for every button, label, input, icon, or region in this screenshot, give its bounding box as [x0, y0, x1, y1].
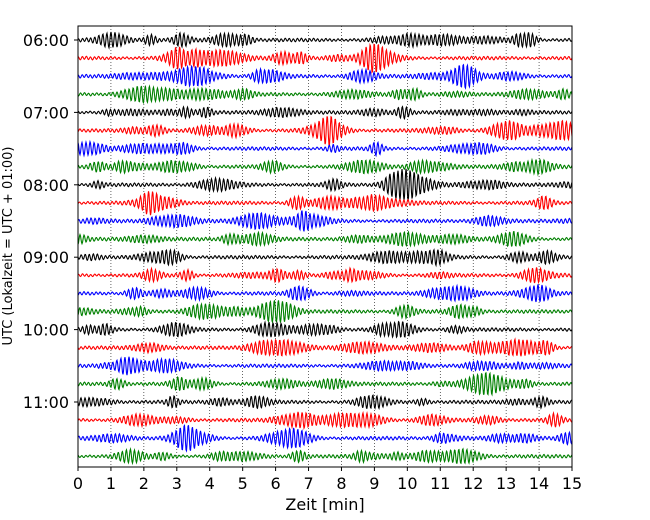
x-tick-label: 4	[205, 474, 215, 493]
trace-line	[77, 320, 573, 339]
trace-line	[77, 157, 573, 177]
trace-line	[77, 84, 573, 105]
y-axis-ticks: 06:00 07:00 08:00 09:00 10:00 11:00	[23, 31, 78, 412]
x-tick-label: 11	[430, 474, 450, 493]
trace-line	[77, 283, 573, 303]
trace-line	[77, 115, 573, 148]
trace-line	[77, 410, 573, 431]
x-tick-label: 1	[106, 474, 116, 493]
trace-line	[77, 446, 573, 466]
x-tick-label: 9	[369, 474, 379, 493]
x-tick-label: 7	[303, 474, 313, 493]
trace-line	[77, 356, 573, 376]
x-tick-label: 2	[139, 474, 149, 493]
x-tick-label: 5	[238, 474, 248, 493]
x-tick-label: 15	[562, 474, 582, 493]
x-tick-label: 14	[529, 474, 549, 493]
trace-line	[77, 248, 573, 268]
x-axis-label: Zeit [min]	[285, 495, 364, 514]
trace-line	[77, 394, 573, 410]
trace-line	[77, 371, 573, 397]
x-tick-label: 6	[271, 474, 281, 493]
trace-line	[77, 299, 573, 325]
y-tick-label: 09:00	[23, 248, 69, 267]
y-tick-label: 11:00	[23, 393, 69, 412]
x-axis-ticks: 0 1 2 3 4 5 6 7 8 9 10 11 12 13 14 15	[73, 467, 582, 493]
trace-line	[77, 191, 573, 216]
trace-line	[77, 337, 573, 357]
trace-line	[77, 63, 573, 90]
x-tick-label: 8	[336, 474, 346, 493]
trace-line	[77, 230, 573, 248]
y-tick-label: 10:00	[23, 321, 69, 340]
y-axis-label: UTC (Lokalzeit = UTC + 01:00)	[1, 147, 16, 346]
trace-line	[77, 139, 573, 158]
x-tick-label: 10	[397, 474, 417, 493]
trace-line	[77, 42, 573, 74]
seismic-traces	[77, 31, 573, 466]
trace-line	[77, 168, 573, 201]
trace-line	[77, 105, 573, 121]
trace-line	[77, 266, 573, 285]
trace-line	[77, 31, 573, 50]
trace-line	[77, 210, 573, 232]
x-tick-label: 12	[463, 474, 483, 493]
x-tick-label: 0	[73, 474, 83, 493]
x-tick-label: 13	[496, 474, 516, 493]
trace-line	[77, 424, 573, 453]
y-tick-label: 06:00	[23, 31, 69, 50]
y-tick-label: 08:00	[23, 176, 69, 195]
plot-frame	[77, 25, 573, 468]
y-tick-label: 07:00	[23, 103, 69, 122]
x-tick-label: 3	[172, 474, 182, 493]
